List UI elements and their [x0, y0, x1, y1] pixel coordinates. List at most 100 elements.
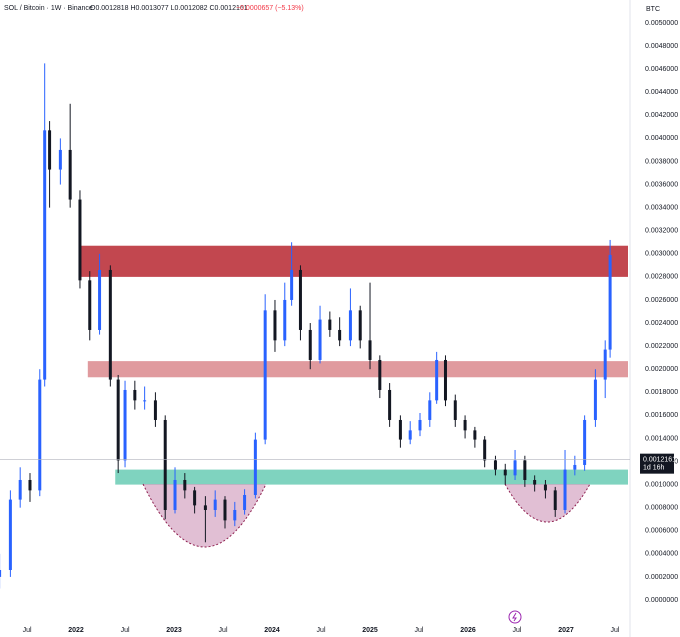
candle-body	[58, 149, 62, 170]
x-tick-label: 2026	[460, 627, 476, 634]
candle-body	[290, 269, 294, 300]
x-tick-label: Jul	[23, 627, 32, 634]
y-tick-label: 0.0024000	[645, 320, 678, 327]
candle-body	[553, 490, 557, 510]
candle-body	[473, 430, 477, 440]
candle-body	[368, 340, 372, 360]
candle-body	[318, 319, 322, 360]
x-tick-label: Jul	[219, 627, 228, 634]
candle-body	[38, 379, 42, 491]
zone	[115, 469, 629, 485]
x-tick-label: Jul	[611, 627, 620, 634]
last-price-label: 0.0012161	[643, 457, 676, 464]
candle-body	[116, 379, 120, 461]
y-tick-label: 0.0044000	[645, 89, 678, 96]
event-bolt	[512, 612, 517, 622]
candle-body	[28, 479, 32, 491]
candle-body	[163, 419, 167, 510]
y-tick-label: 0.0030000	[645, 251, 678, 258]
y-tick-label: 0.0042000	[645, 112, 678, 119]
y-tick-label: 0.0004000	[645, 551, 678, 558]
candle-body	[283, 299, 287, 341]
candle-body	[133, 389, 137, 401]
candle-body	[503, 469, 507, 476]
y-tick-label: 0.0038000	[645, 158, 678, 165]
candle-body	[398, 419, 402, 440]
candle-body	[0, 569, 2, 577]
candle-body	[523, 460, 527, 480]
candle-body	[493, 460, 497, 470]
y-tick-label: 0.0010000	[645, 481, 678, 488]
candle-body	[203, 505, 207, 510]
x-tick-label: 2022	[68, 627, 84, 634]
x-tick-label: Jul	[513, 627, 522, 634]
candle-body	[338, 329, 342, 341]
y-tick-label: 0.0000000	[645, 597, 678, 604]
candle-body	[253, 439, 257, 495]
candle-body	[273, 310, 277, 341]
candle-body	[88, 280, 92, 330]
y-tick-label: 0.0018000	[645, 389, 678, 396]
countdown: 1d 16h	[643, 465, 665, 472]
y-tick-label: 0.0002000	[645, 574, 678, 581]
candle-body	[223, 499, 227, 521]
zone	[87, 361, 629, 378]
candle-body	[543, 484, 547, 491]
x-tick-label: Jul	[121, 627, 130, 634]
candle-body	[183, 479, 187, 491]
axis-unit: BTC	[646, 6, 660, 13]
y-tick-label: 0.0046000	[645, 66, 678, 73]
y-tick-label: 0.0022000	[645, 343, 678, 350]
zone	[79, 245, 629, 277]
candle-body	[298, 269, 302, 330]
candle-body	[428, 400, 432, 420]
candle-body	[418, 419, 422, 431]
candle-body	[153, 400, 157, 420]
y-tick-label: 0.0026000	[645, 297, 678, 304]
y-tick-label: 0.0014000	[645, 435, 678, 442]
candle-body	[463, 419, 467, 431]
candle-body	[193, 490, 197, 506]
candle-body	[48, 130, 52, 170]
candle-body	[43, 130, 47, 380]
candle-body	[263, 310, 267, 440]
candle-body	[603, 349, 607, 380]
last-price-box	[640, 453, 674, 474]
candle-body	[18, 479, 22, 500]
y-tick-label: 0.0008000	[645, 505, 678, 512]
candle-body	[453, 400, 457, 420]
candle-body	[533, 479, 537, 485]
candle-body	[233, 509, 237, 521]
candle-body	[593, 379, 597, 420]
event-icon[interactable]	[508, 610, 522, 624]
x-tick-label: 2024	[264, 627, 280, 634]
candle-body	[583, 419, 587, 465]
y-tick-label: 0.0016000	[645, 412, 678, 419]
x-tick-label: 2023	[166, 627, 182, 634]
candle-body	[348, 310, 352, 341]
y-tick-label: 0.0034000	[645, 204, 678, 211]
x-tick-label: 2025	[362, 627, 378, 634]
candle-body	[328, 319, 332, 330]
candle-body	[443, 359, 447, 401]
candle-body	[563, 469, 567, 510]
x-tick-label: 2027	[558, 627, 574, 634]
x-tick-label: Jul	[415, 627, 424, 634]
candle-body	[68, 149, 72, 200]
candle-body	[8, 499, 12, 570]
y-tick-label: 0.0028000	[645, 274, 678, 281]
candle-body	[173, 479, 177, 510]
y-tick-label: 0.0006000	[645, 528, 678, 535]
candle-body	[435, 359, 439, 401]
candle-body	[513, 460, 517, 476]
candle-body	[358, 310, 362, 341]
candle-body	[483, 439, 487, 461]
ohlc: O0.0012818 H0.0013077 L0.0012082 C0.0012…	[90, 5, 248, 12]
candle-body	[608, 254, 612, 350]
candle-body	[243, 494, 247, 510]
candle-body	[388, 389, 392, 420]
candle-body	[98, 269, 102, 330]
y-tick-label: 0.0040000	[645, 135, 678, 142]
y-tick-label: 0.0020000	[645, 366, 678, 373]
